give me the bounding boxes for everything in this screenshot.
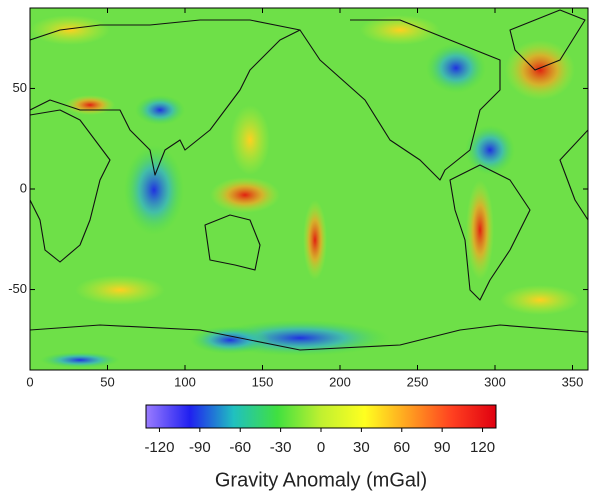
x-tick-label: 350 (562, 374, 584, 389)
anomaly-field (30, 8, 588, 370)
x-tick-label: 300 (484, 374, 506, 389)
y-tick-label: -50 (8, 281, 27, 296)
y-tick-label: 50 (13, 80, 27, 95)
colorbar-tick-label: -90 (189, 439, 211, 456)
x-tick-label: 150 (252, 374, 274, 389)
x-tick-label: 50 (100, 374, 114, 389)
colorbar-tick-label: -30 (270, 439, 292, 456)
x-tick-label: 200 (329, 374, 351, 389)
colorbar-tick-label: -120 (144, 439, 174, 456)
x-tick-label: 0 (26, 374, 33, 389)
colorbar-tick-label: 0 (317, 439, 325, 456)
colorbar-tick-label: 60 (393, 439, 410, 456)
x-tick-label: 250 (407, 374, 429, 389)
y-tick-label: 0 (20, 180, 27, 195)
x-tick-label: 100 (174, 374, 196, 389)
colorbar-tick-label: 90 (434, 439, 451, 456)
colorbar-label: Gravity Anomaly (mGal) (215, 469, 427, 491)
colorbar-tick-label: 120 (470, 439, 495, 456)
colorbar-tick-label: -60 (229, 439, 251, 456)
coastlines (30, 9, 588, 351)
colorbar-tick-label: 30 (353, 439, 370, 456)
colorbar (145, 404, 497, 429)
